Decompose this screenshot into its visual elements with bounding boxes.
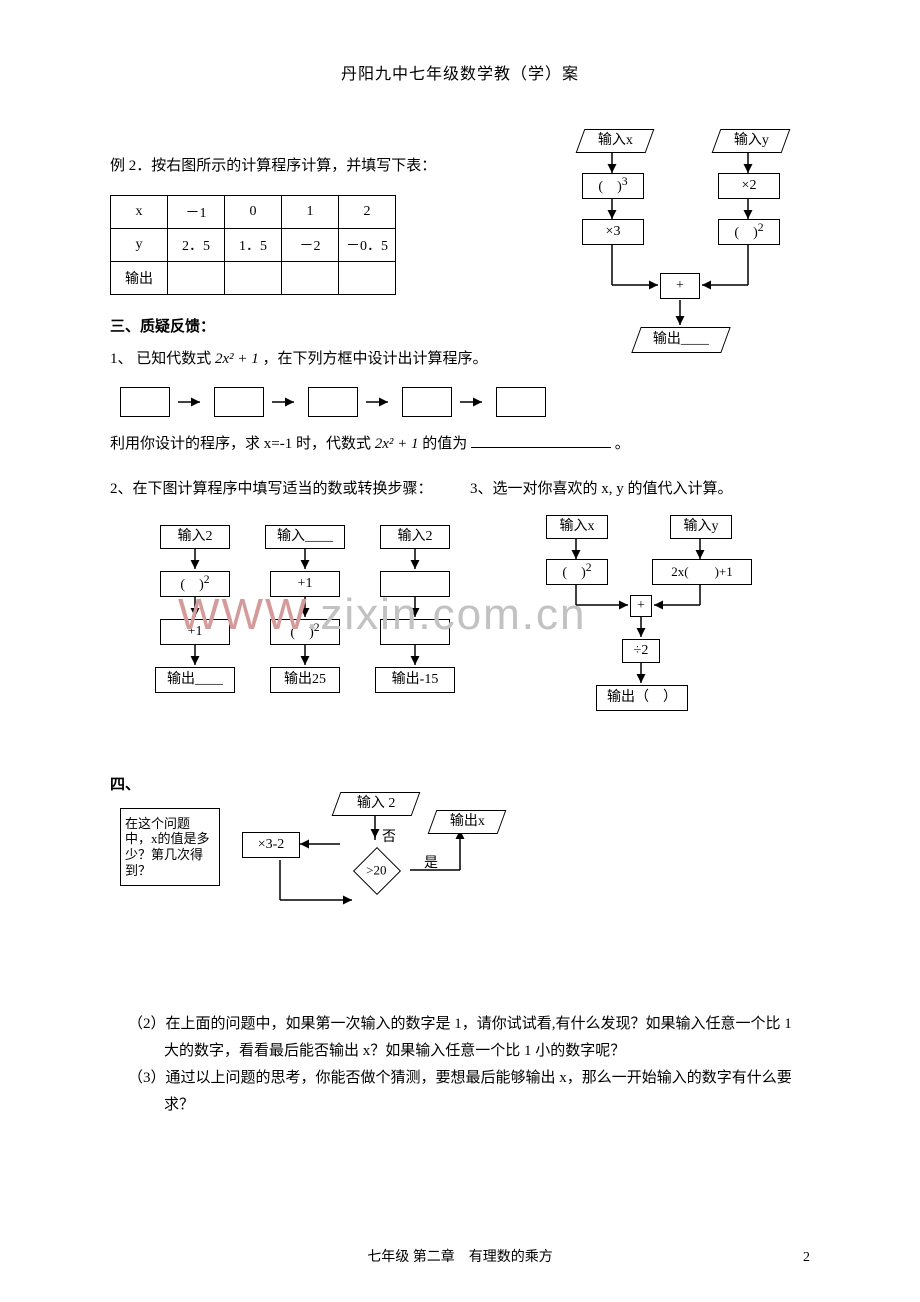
nodeC-blank2 [380, 619, 450, 645]
loop-note: 在这个问题中，x的值是多少？第几次得到？ [120, 808, 220, 886]
t-cell: 2．5 [168, 229, 225, 262]
node-out: 输出____ [653, 332, 709, 349]
blank-box [308, 387, 358, 417]
flowA: 输入2 ( )2 +1 输出____ [150, 523, 240, 723]
t-cell: 2 [339, 196, 396, 229]
loop-yes: 是 [424, 852, 438, 872]
nodeA-sq: ( )2 [180, 573, 209, 594]
blank-box [214, 387, 264, 417]
t-cell: 1 [282, 196, 339, 229]
example2-table: x －1 0 1 2 y 2．5 1．5 －2 －0．5 输出 [110, 195, 396, 295]
q3-iny: 输入y [670, 515, 732, 539]
blank-box [496, 387, 546, 417]
q3-div: ÷2 [622, 639, 660, 663]
node-plus: + [660, 273, 700, 299]
t-cell: －2 [282, 229, 339, 262]
q3-inx: 输入x [546, 515, 608, 539]
q2-q3-line: 2、在下图计算程序中填写适当的数或转换步骤： 3、选一对你喜欢的 x, y 的值… [110, 476, 810, 503]
nodeC-in: 输入2 [380, 525, 450, 549]
node-times3: ×3 [582, 219, 644, 245]
loop-no: 否 [382, 826, 396, 846]
node-square: ( )2 [734, 221, 763, 242]
q3flow: 输入x 输入y ( )2 2x( )+1 + ÷2 输出（ ） [530, 513, 790, 733]
t-cell: －0．5 [339, 229, 396, 262]
nodeA-in: 输入2 [160, 525, 230, 549]
node-input-x: 输入x [598, 133, 633, 150]
node-input-y: 输入y [734, 133, 769, 150]
node-times2: ×2 [718, 173, 780, 199]
loop-out: 输出x [450, 814, 485, 831]
q1-boxes [120, 387, 810, 417]
t-cell [225, 262, 282, 295]
t-cell: y [111, 229, 168, 262]
t-cell: 1．5 [225, 229, 282, 262]
nodeB-out: 输出25 [270, 667, 340, 693]
loop-op: ×3-2 [242, 832, 300, 858]
nodeC-blank1 [380, 571, 450, 597]
t-cell [282, 262, 339, 295]
node-cube: ( )3 [598, 175, 627, 196]
page-footer: 七年级 第二章 有理数的乘方 [110, 1246, 810, 1266]
t-cell [168, 262, 225, 295]
loop-in: 输入 2 [357, 796, 396, 813]
q3-sq: ( )2 [562, 561, 591, 582]
flowB: 输入____ +1 ( )2 输出25 [260, 523, 350, 723]
t-cell: －1 [168, 196, 225, 229]
q3-plus: + [630, 595, 652, 617]
q3-out: 输出（ ） [596, 685, 688, 711]
loop-flow: 输入 2 在这个问题中，x的值是多少？第几次得到？ ×3-2 >20 否 是 输… [120, 790, 540, 940]
flow-right: 输入x 输入y ( )3 ×2 ×3 ( )2 + 输出____ [570, 125, 810, 385]
t-cell: 输出 [111, 262, 168, 295]
page-number: 2 [803, 1250, 810, 1266]
nodeA-out: 输出____ [155, 667, 235, 693]
blank-box [120, 387, 170, 417]
nodeC-out: 输出-15 [375, 667, 455, 693]
page-header: 丹阳九中七年级数学教（学）案 [110, 60, 810, 84]
nodeB-sq: ( )2 [290, 621, 319, 642]
para3: （3）通过以上问题的思考，你能否做个猜测，要想最后能够输出 x，那么一开始输入的… [128, 1065, 810, 1119]
para2: （2）在上面的问题中，如果第一次输入的数字是 1，请你试试看,有什么发现？如果输… [128, 1011, 810, 1065]
t-cell [339, 262, 396, 295]
q1-line2: 利用你设计的程序，求 x=-1 时，代数式 2x² + 1 的值为 。 [110, 431, 810, 458]
blank-box [402, 387, 452, 417]
q3-fy: 2x( )+1 [652, 559, 752, 585]
flowC: 输入2 输出-15 [370, 523, 460, 723]
nodeB-p1: +1 [270, 571, 340, 597]
nodeA-p1: +1 [160, 619, 230, 645]
t-cell: 0 [225, 196, 282, 229]
t-cell: x [111, 196, 168, 229]
nodeB-in: 输入____ [265, 525, 345, 549]
